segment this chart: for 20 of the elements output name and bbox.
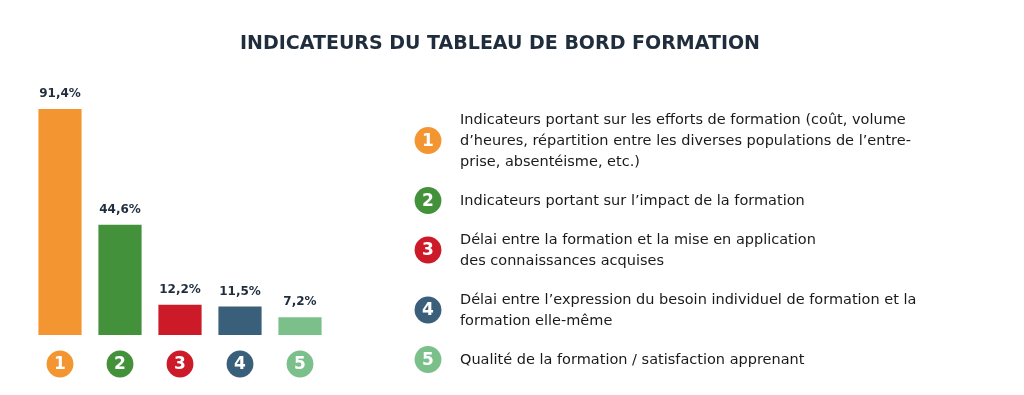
data-label: 91,4% [39, 86, 81, 100]
x-tick-label: 3 [174, 353, 186, 373]
category-label: 2 [422, 189, 434, 210]
category-label: 4 [422, 299, 434, 319]
x-tick-label: 2 [114, 353, 126, 373]
data-label: 11,5% [219, 283, 261, 298]
text: Délai entre la formation et la mise en application des connaissances acquises [460, 230, 816, 268]
data-label: 12,2% [159, 281, 201, 296]
text: Indicateurs portant sur les efforts de formation (coût, volume d’heures, répartition entre les diverses populations de l’entre- prise, absentéisme, etc.) [460, 110, 911, 169]
text: Qualité de la formation / satisfaction apprenant [460, 350, 805, 367]
x-tick-label: 5 [294, 353, 306, 373]
text: Délai entre l’expression du besoin individuel de formation et la formation elle-même [460, 290, 917, 328]
text: INDICATEURS DU TABLEAU DE BORD FORMATION [239, 31, 761, 53]
data-label: 44,6% [99, 201, 141, 216]
text: Indicateurs portant sur l’impact de la formation [460, 191, 805, 208]
x-tick-label: 1 [54, 353, 66, 373]
data-label: 7,2% [283, 294, 317, 309]
category-label: 3 [422, 239, 434, 259]
category-label: 1 [422, 129, 434, 150]
x-tick-label: 4 [234, 353, 247, 373]
